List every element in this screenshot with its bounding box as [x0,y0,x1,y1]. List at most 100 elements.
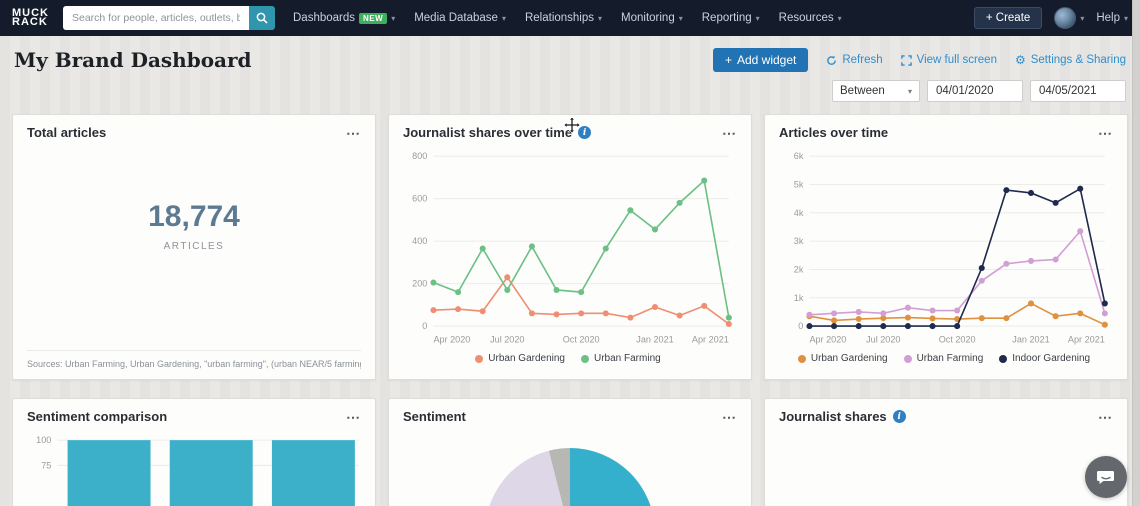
widget-menu-button[interactable]: ⋯ [346,408,361,425]
new-badge: NEW [359,12,388,24]
svg-text:0: 0 [798,321,803,331]
nav-item-reporting[interactable]: Reporting ▾ [702,12,760,24]
sentiment-comparison-bar-chart: 100 75 [13,426,375,506]
svg-text:75: 75 [41,460,51,470]
refresh-button[interactable]: Refresh [826,54,883,66]
legend-item[interactable]: Indoor Gardening [999,353,1090,364]
svg-text:800: 800 [412,151,427,161]
info-icon[interactable]: i [892,410,906,423]
total-articles-unit: ARTICLES [163,241,225,252]
journalist-shares-line-chart: 0 200 400 600 800 Apr 2020 Jul 2020 Oct 2020 Jan… [389,142,751,364]
svg-text:600: 600 [412,194,427,204]
view-fullscreen-button[interactable]: View full screen [900,54,997,66]
svg-text:Oct 2020: Oct 2020 [563,334,600,344]
legend-dot-icon [797,354,806,363]
svg-text:Apr 2020: Apr 2020 [433,334,470,344]
svg-text:Apr 2021: Apr 2021 [1068,334,1105,344]
svg-text:Jan 2021: Jan 2021 [1012,334,1049,344]
search-button[interactable] [249,6,275,30]
settings-sharing-button[interactable]: ⚙ Settings & Sharing [1014,53,1126,67]
chevron-down-icon: ▾ [501,13,506,23]
nav-label: Help [1096,12,1120,24]
chevron-down-icon: ▾ [1123,13,1128,23]
chevron-down-icon: ▾ [678,13,683,23]
avatar[interactable] [1054,7,1077,29]
nav-label: Reporting [701,12,752,24]
nav-item-monitoring[interactable]: Monitoring ▾ [621,12,683,24]
legend-item[interactable]: Urban Farming [581,353,661,364]
nav-item-media-database[interactable]: Media Database ▾ [414,12,506,24]
svg-text:5k: 5k [794,180,804,190]
search-input[interactable] [63,6,249,30]
widget-title: Sentiment [403,409,466,424]
svg-text:100: 100 [36,435,51,445]
date-from-input[interactable] [927,80,1023,102]
svg-text:Jul 2020: Jul 2020 [866,334,900,344]
chevron-down-icon: ▾ [1080,13,1085,23]
create-button[interactable]: + Create [973,7,1043,29]
scrollbar[interactable] [1132,0,1140,506]
svg-text:Jul 2020: Jul 2020 [490,334,524,344]
chevron-down-icon: ▾ [837,13,842,23]
widget-menu-button[interactable]: ⋯ [722,408,737,425]
nav-item-resources[interactable]: Resources ▾ [779,12,842,24]
widget-title: Journalist shares over time [403,125,573,140]
nav-item-relationships[interactable]: Relationships ▾ [525,12,602,24]
refresh-icon [827,55,837,65]
legend-item[interactable]: Urban Farming [903,353,983,364]
global-search [63,6,275,30]
logo-line1: MUCK [12,7,49,19]
add-widget-button[interactable]: + Add widget [712,48,809,72]
range-operator-select[interactable]: Between ▾ [832,80,920,102]
widget-journalist-shares: Journalist shares i ⋯ [764,398,1128,506]
nav-label: Media Database [414,12,498,24]
svg-text:400: 400 [412,236,427,246]
nav-label: Dashboards [293,12,356,24]
plus-icon: + [985,12,993,24]
legend-dot-icon [475,354,484,363]
page-title: My Brand Dashboard [14,48,252,72]
chevron-down-icon: ▾ [598,13,603,23]
top-navbar: MUCK RACK Dashboards NEW ▾ Media Databas… [0,0,1140,36]
legend-label: Urban Gardening [810,353,888,365]
widget-menu-button[interactable]: ⋯ [346,124,361,141]
widget-title: Journalist shares [779,409,887,424]
widget-title: Articles over time [779,125,889,140]
widget-menu-button[interactable]: ⋯ [722,124,737,141]
chat-launcher-button[interactable] [1085,456,1127,498]
articles-over-time-line-chart: 0 1k 2k 3k 4k 5k 6k Apr 2020 Jul 2020 Oct 2020 Jan… [765,142,1127,364]
plus-icon: + [724,53,732,67]
svg-text:3k: 3k [794,236,804,246]
widget-menu-button[interactable]: ⋯ [1098,124,1113,141]
chart-legend: Urban Gardening Urban Farming Indoor Garde… [771,353,1117,364]
nav-label: Monitoring [621,12,675,24]
widget-menu-button[interactable]: ⋯ [1098,408,1113,425]
legend-dot-icon [903,354,912,363]
nav-item-help[interactable]: Help ▾ [1096,12,1128,24]
chevron-down-icon: ▾ [391,13,396,23]
svg-text:1k: 1k [794,293,804,303]
legend-label: Urban Gardening [488,353,565,365]
widget-articles-over-time: Articles over time ⋯ 0 1k 2k 3k 4k 5k 6k Apr 20… [764,114,1128,380]
svg-text:2k: 2k [794,264,804,274]
date-range-controls: Between ▾ [832,80,1126,102]
widget-title: Total articles [27,125,107,140]
legend-item[interactable]: Urban Gardening [475,353,565,364]
nav-label: Resources [778,12,834,24]
nav-item-dashboards[interactable]: Dashboards NEW ▾ [293,12,395,24]
date-to-input[interactable] [1030,80,1126,102]
svg-text:Jan 2021: Jan 2021 [636,334,673,344]
nav-menu: Dashboards NEW ▾ Media Database ▾ Relati… [293,12,842,24]
legend-item[interactable]: Urban Gardening [797,353,888,365]
muckrack-logo[interactable]: MUCK RACK [12,7,49,28]
chevron-down-icon: ▾ [755,13,760,23]
widget-total-articles: Total articles ⋯ 18,774 ARTICLES Sources… [12,114,376,380]
widget-grid: Total articles ⋯ 18,774 ARTICLES Sources… [0,114,1140,506]
info-icon[interactable]: i [578,126,592,139]
user-menu[interactable]: ▾ [1054,7,1084,29]
svg-text:4k: 4k [794,208,804,218]
legend-label: Urban Farming [594,353,661,365]
gear-icon: ⚙ [1014,53,1026,67]
navbar-right: + Create ▾ Help ▾ [973,7,1128,29]
total-articles-value: 18,774 [148,200,240,233]
